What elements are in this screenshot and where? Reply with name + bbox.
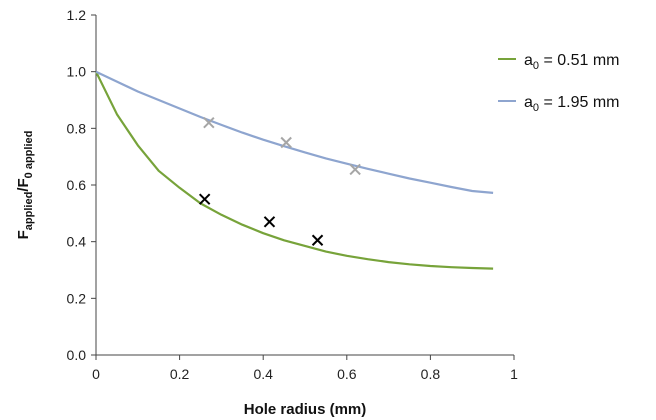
y-tick-label: 0.2 bbox=[67, 290, 87, 306]
y-tick-label: 1.0 bbox=[67, 64, 87, 80]
legend-item-0: a0 = 0.51 mm bbox=[498, 52, 620, 72]
data-point-marker bbox=[280, 136, 292, 149]
series-layer bbox=[95, 70, 494, 270]
legend: a0 = 0.51 mm a0 = 1.95 mm bbox=[498, 52, 620, 114]
x-tick-label: 0 bbox=[92, 366, 100, 382]
y-ticks: 0.0 0.2 0.4 0.6 0.8 1.0 1.2 bbox=[67, 7, 96, 363]
data-point-marker bbox=[349, 163, 361, 176]
y-axis-title-sub1: applied bbox=[23, 192, 35, 231]
x-tick-label: 0.8 bbox=[421, 366, 441, 382]
data-point-marker bbox=[203, 116, 215, 129]
series-line-1 bbox=[95, 70, 494, 194]
legend-label-1-sub: 0 bbox=[533, 102, 539, 114]
plot-area: 0 0.2 0.4 0.6 0.8 1 0.0 0.2 0.4 0.6 0.8 1.0 1.2 bbox=[67, 7, 519, 382]
y-tick-label: 0.4 bbox=[67, 234, 87, 250]
x-tick-label: 1 bbox=[510, 366, 518, 382]
x-ticks: 0 0.2 0.4 0.6 0.8 1 bbox=[92, 355, 518, 382]
y-axis-title: Fapplied/F0 applied bbox=[15, 131, 35, 240]
y-tick-label: 0.8 bbox=[67, 120, 87, 136]
series-line-0 bbox=[95, 71, 494, 270]
legend-label-0-rest: = 0.51 mm bbox=[539, 52, 619, 69]
y-axis-title-mid: /F bbox=[15, 178, 32, 191]
legend-label-1-rest: = 1.95 mm bbox=[539, 94, 619, 111]
legend-label-1-main: a bbox=[524, 94, 533, 111]
data-point-marker bbox=[263, 216, 276, 228]
legend-label-1: a0 = 1.95 mm bbox=[524, 94, 620, 114]
y-axis-title-sub2: 0 applied bbox=[23, 131, 35, 179]
data-point-marker bbox=[311, 234, 324, 246]
legend-label-0-sub: 0 bbox=[533, 60, 539, 72]
legend-label-0: a0 = 0.51 mm bbox=[524, 52, 620, 72]
x-tick-label: 0.6 bbox=[337, 366, 357, 382]
y-axis-title-main: F bbox=[15, 230, 32, 239]
x-axis-title: Hole radius (mm) bbox=[244, 401, 367, 418]
data-point-marker bbox=[198, 193, 211, 205]
x-tick-label: 0.4 bbox=[253, 366, 273, 382]
x-tick-label: 0.2 bbox=[170, 366, 190, 382]
legend-item-1: a0 = 1.95 mm bbox=[498, 94, 620, 114]
y-tick-label: 0.6 bbox=[67, 177, 87, 193]
y-tick-label: 1.2 bbox=[67, 7, 87, 23]
y-tick-label: 0.0 bbox=[67, 347, 87, 363]
legend-label-0-main: a bbox=[524, 52, 533, 69]
